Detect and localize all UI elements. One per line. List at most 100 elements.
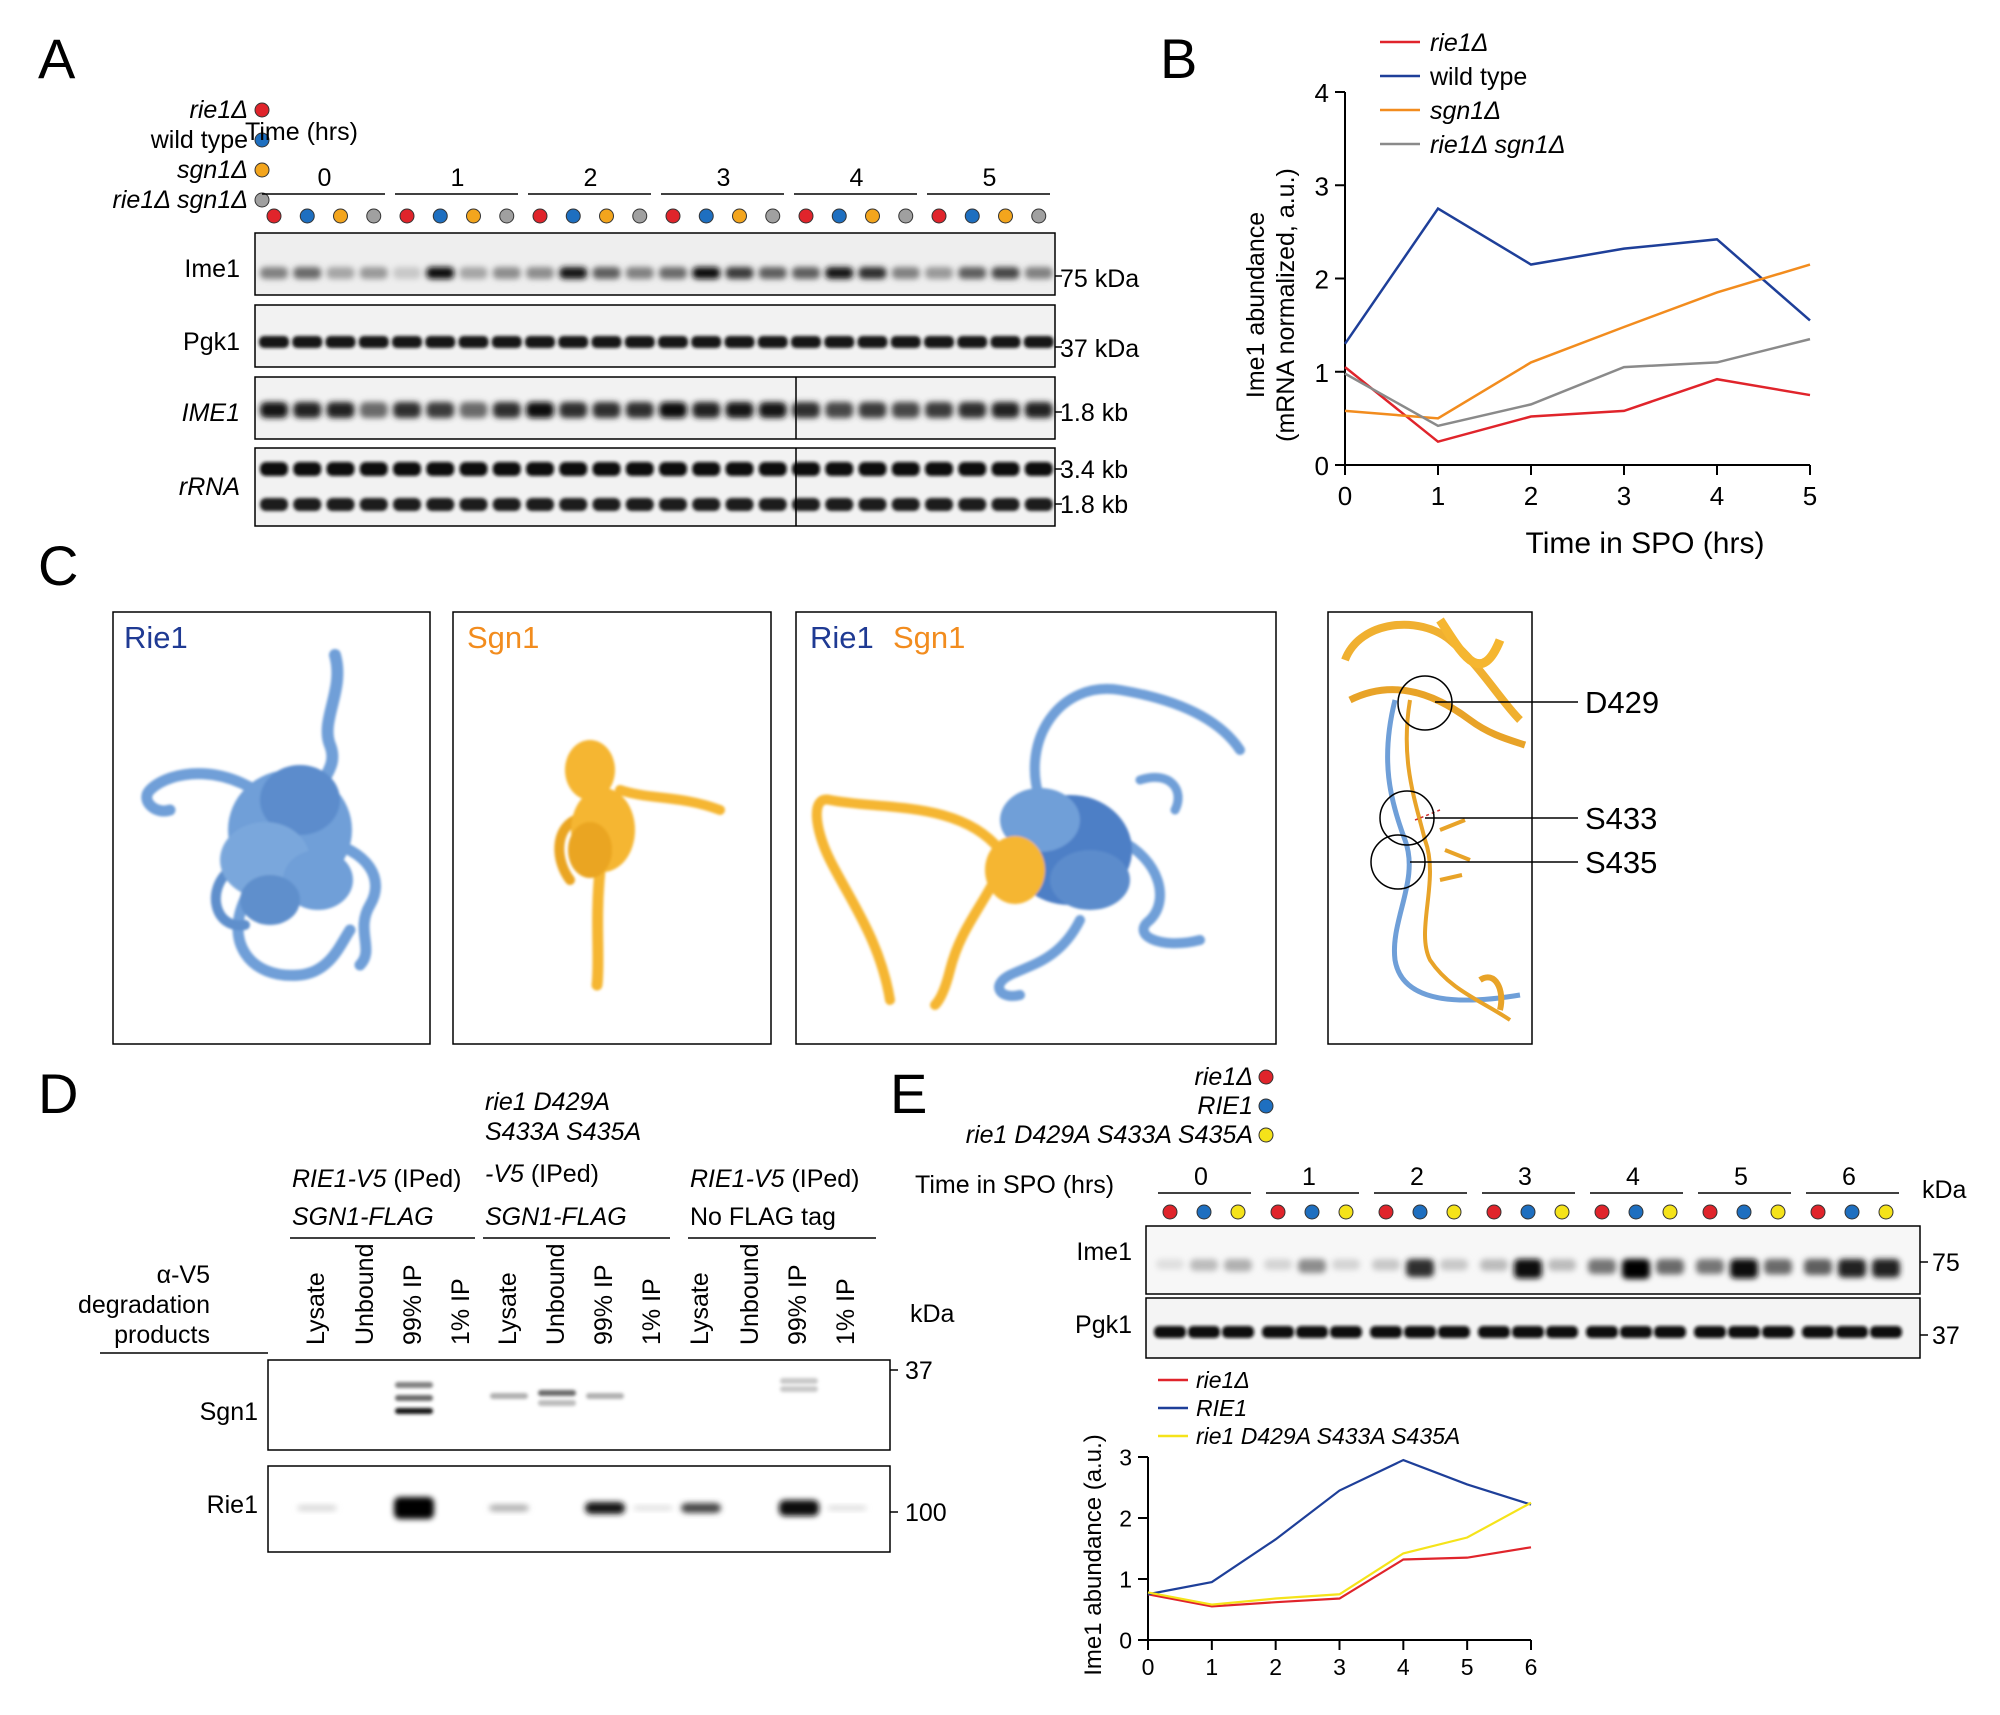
a-ime1-rna-band	[526, 402, 554, 418]
x-tick-label: 0	[1142, 1654, 1155, 1680]
d-lane-label: 1% IP	[638, 1278, 666, 1345]
e-pgk1-band	[1870, 1326, 1902, 1338]
d-lane-label: 1% IP	[447, 1278, 475, 1345]
a-lane-dot	[466, 208, 481, 224]
panel-a: A rie1Δ wild type sgn1Δ rie1Δ sgn1Δ Time…	[38, 27, 1139, 527]
a-pgk1-band	[658, 336, 688, 348]
y-tick-label: 2	[1119, 1505, 1132, 1531]
x-tick-label: 0	[1338, 481, 1352, 511]
blot-a-ime1-rna-label: IME1	[182, 399, 240, 427]
d-lane-label: 99% IP	[399, 1264, 427, 1345]
panel-e: E rie1Δ RIE1 rie1 D429A S433A S435A Time…	[890, 1062, 1967, 1680]
a-rrna-band-bottom	[592, 498, 621, 511]
a-timepoint-label: 0	[318, 164, 332, 192]
d-rie1-band	[394, 1497, 434, 1519]
a-lane-dot	[499, 208, 515, 224]
panel-letter-e: E	[890, 1062, 927, 1125]
y-tick-label: 2	[1315, 265, 1329, 295]
a-lane-dot	[931, 208, 947, 224]
e-legend-label-rie1: rie1Δ	[1195, 1063, 1253, 1091]
legend-label-sgn1: sgn1Δ	[177, 156, 248, 184]
d-rie1-band	[489, 1504, 529, 1512]
panel-a-lane-dots	[266, 208, 1047, 224]
a-rrna-band-top	[359, 462, 388, 476]
a-ime1-band	[758, 267, 787, 279]
a-ime1-band	[858, 267, 887, 279]
a-rrna-band-top	[426, 462, 455, 476]
a-rrna-band-top	[891, 462, 920, 476]
a-rrna-band-top	[958, 462, 987, 476]
a-pgk1-band	[624, 336, 655, 348]
d-group3-line1: RIE1-V5 (IPed)	[690, 1165, 860, 1193]
a-lane-dot	[831, 208, 847, 224]
a-timepoint-label: 2	[584, 164, 598, 192]
e-pgk1-band	[1262, 1326, 1294, 1338]
e-legend-label-mutant: rie1 D429A S433A S435A	[966, 1121, 1253, 1149]
b-legend-label: wild type	[1429, 63, 1527, 91]
panel-a-timepoints: 0 1 2 3 4 5	[262, 164, 1050, 195]
e-ime1-band	[1440, 1259, 1468, 1271]
a-pgk1-band	[558, 336, 589, 348]
blot-a-ime1-rna-bands	[260, 402, 1053, 418]
panel-b-xlabel: Time in SPO (hrs)	[1526, 527, 1765, 560]
a-pgk1-band	[757, 336, 788, 348]
a-rrna-band-bottom	[526, 498, 554, 511]
a-rrna-band-bottom	[359, 498, 388, 511]
panel-letter-c: C	[38, 534, 78, 597]
e-lane-dot	[1304, 1204, 1320, 1220]
a-ime1-rna-band	[659, 402, 687, 418]
a-rrna-band-top	[991, 462, 1020, 476]
e-pgk1-band	[1154, 1326, 1186, 1338]
a-rrna-band-top	[792, 462, 820, 476]
d-rie1-band	[779, 1500, 819, 1516]
panel-d: D RIE1-V5 (IPed) SGN1-FLAG rie1 D429A S4…	[38, 1062, 955, 1553]
blot-e-pgk1-label: Pgk1	[1075, 1311, 1132, 1339]
a-rrna-band-bottom	[426, 498, 455, 511]
a-pgk1-band	[292, 336, 323, 348]
e-ime1-band	[1190, 1259, 1218, 1271]
a-ime1-band	[359, 267, 388, 279]
blot-d-sgn1-label: Sgn1	[200, 1398, 258, 1426]
d-group1-line2: SGN1-FLAG	[292, 1203, 434, 1231]
a-rrna-band-top	[1024, 462, 1053, 476]
a-rrna-band-bottom	[958, 498, 987, 511]
a-rrna-band-top	[825, 462, 854, 476]
e-legend-dot-mutant	[1258, 1127, 1274, 1143]
d-rie1-band	[681, 1503, 721, 1513]
a-rrna-band-bottom	[260, 498, 288, 511]
blot-a-ime1-bands	[260, 267, 1053, 279]
blot-a-pgk1-marker: 37 kDa	[1060, 335, 1139, 363]
a-ime1-band	[925, 267, 953, 279]
legend-dot-rie1	[254, 102, 270, 118]
a-lane-dot	[898, 208, 914, 224]
a-rrna-band-bottom	[293, 498, 322, 511]
a-pgk1-band	[425, 336, 456, 348]
a-ime1-band	[625, 267, 654, 279]
e-ime1-band	[1730, 1259, 1758, 1279]
a-ime1-band	[1024, 267, 1053, 279]
d-lane-label: 1% IP	[832, 1278, 860, 1345]
a-pgk1-band	[1023, 336, 1054, 348]
a-ime1-band	[326, 267, 355, 279]
a-ime1-rna-band	[891, 402, 920, 418]
sgn1-structure-render	[554, 740, 725, 991]
y-tick-label: 4	[1315, 78, 1329, 108]
blot-a-pgk1	[254, 304, 1056, 368]
a-lane-dot	[532, 208, 548, 224]
legend-dot-sgn1	[254, 162, 270, 178]
a-ime1-rna-band	[991, 402, 1020, 418]
a-ime1-rna-band	[825, 402, 854, 418]
series-line	[1344, 366, 1811, 444]
a-ime1-rna-band	[359, 402, 388, 418]
d-side-label-2: degradation	[78, 1291, 210, 1319]
panel-b-ylabel-line2: (mRNA normalized, a.u.)	[1272, 168, 1300, 442]
blot-e-pgk1-bands	[1154, 1326, 1902, 1338]
a-lane-dot	[798, 208, 814, 224]
a-lane-dot	[266, 208, 282, 224]
e-ime1-band	[1764, 1259, 1792, 1275]
a-ime1-band	[260, 267, 288, 279]
d-side-label-3: products	[114, 1321, 210, 1349]
e-pgk1-band	[1512, 1326, 1544, 1338]
e-lane-dot	[1486, 1204, 1502, 1220]
panel-e-chart: 0 1 2 3 0 1 2 3 4 5 6	[1119, 1444, 1537, 1680]
